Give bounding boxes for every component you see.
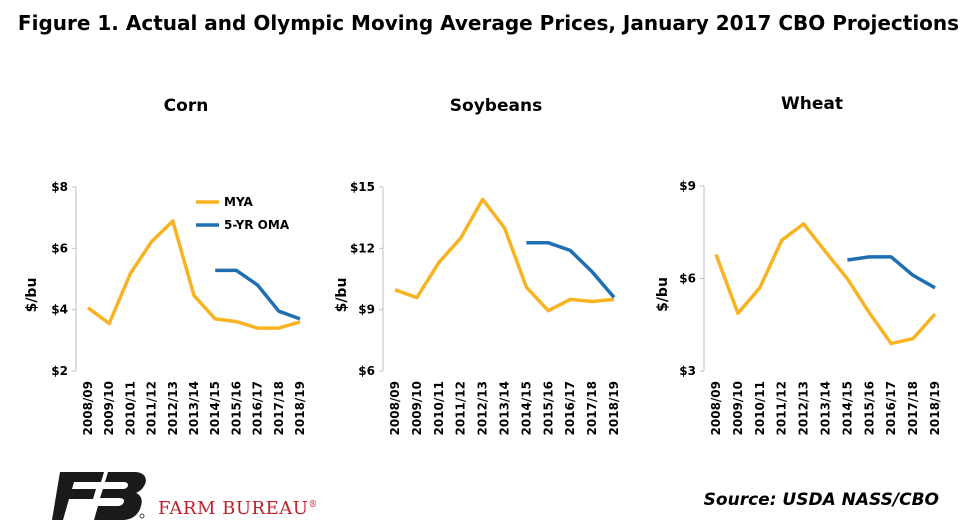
soybeans-chart-title: Soybeans xyxy=(449,96,543,116)
soybeans-x-tick-label: 2016/17 xyxy=(563,381,577,435)
soybeans-x-tick-label: 2015/16 xyxy=(541,381,555,435)
corn-x-tick-label: 2008/09 xyxy=(81,381,95,435)
source-note: Source: USDA NASS/CBO xyxy=(703,490,939,510)
corn-y-tick-label: $2 xyxy=(51,364,68,378)
wheat-chart-title: Wheat xyxy=(781,94,843,114)
wheat-y-tick-label: $3 xyxy=(679,364,696,378)
wheat-mya-line xyxy=(714,222,937,346)
legend-mya-label: MYA xyxy=(224,195,253,209)
wheat-oma-line xyxy=(847,255,936,290)
soybeans-x-tick-label: 2018/19 xyxy=(607,381,621,435)
soybeans-y-tick-label: $12 xyxy=(350,241,375,255)
soybeans-mya-line xyxy=(394,197,615,313)
wheat-x-tick-label: 2016/17 xyxy=(884,381,898,435)
corn-oma-line xyxy=(215,268,301,321)
wheat-x-tick-label: 2015/16 xyxy=(862,381,876,435)
corn-y-axis-label: $/bu xyxy=(24,278,40,313)
corn-x-tick-label: 2017/18 xyxy=(272,381,286,435)
wheat-x-tick-label: 2017/18 xyxy=(906,381,920,435)
soybeans-y-tick-label: $6 xyxy=(358,364,375,378)
soybeans-y-tick-label: $15 xyxy=(350,180,375,194)
wheat-x-tick-label: 2012/13 xyxy=(797,381,811,435)
corn-x-tick-label: 2012/13 xyxy=(166,381,180,435)
corn-chart-title: Corn xyxy=(163,96,209,116)
corn-y-tick-label: $8 xyxy=(51,180,68,194)
wheat-x-tick-label: 2018/19 xyxy=(928,381,942,435)
wheat-y-axis-label: $/bu xyxy=(655,277,671,312)
wheat-x-tick-label: 2013/14 xyxy=(819,381,833,435)
soybeans-y-axis-label: $/bu xyxy=(334,278,350,313)
farm-bureau-logo-icon xyxy=(52,470,147,522)
wheat-y-tick-label: $9 xyxy=(679,179,696,193)
corn-x-tick-label: 2013/14 xyxy=(187,381,201,435)
soybeans-x-tick-label: 2008/09 xyxy=(388,381,402,435)
wheat-x-tick-label: 2011/12 xyxy=(775,381,789,435)
soybeans-x-tick-label: 2011/12 xyxy=(454,381,468,435)
registered-mark: ® xyxy=(308,500,318,510)
soybeans-y-tick-label: $9 xyxy=(358,303,375,317)
corn-x-tick-label: 2010/11 xyxy=(123,381,137,435)
corn-x-tick-label: 2016/17 xyxy=(251,381,265,435)
soybeans-x-tick-label: 2009/10 xyxy=(410,381,424,435)
corn-y-tick-label: $6 xyxy=(51,241,68,255)
wheat-y-tick-label: $6 xyxy=(679,272,696,286)
wheat-x-tick-label: 2014/15 xyxy=(840,381,854,435)
wheat-x-tick-label: 2010/11 xyxy=(753,381,767,435)
soybeans-x-tick-label: 2017/18 xyxy=(585,381,599,435)
corn-x-tick-label: 2015/16 xyxy=(229,381,243,435)
soybeans-x-tick-label: 2010/11 xyxy=(432,381,446,435)
corn-x-tick-label: 2011/12 xyxy=(145,381,159,435)
figure-title: Figure 1. Actual and Olympic Moving Aver… xyxy=(17,11,960,35)
soybeans-x-tick-label: 2012/13 xyxy=(476,381,490,435)
legend-oma-label: 5-YR OMA xyxy=(224,218,290,232)
farm-bureau-wordmark: FARM BUREAU® xyxy=(158,498,318,519)
soybeans-x-tick-label: 2014/15 xyxy=(519,381,533,435)
soybeans-oma-line xyxy=(526,241,616,299)
wheat-x-tick-label: 2009/10 xyxy=(731,381,745,435)
corn-x-tick-label: 2009/10 xyxy=(102,381,116,435)
brand-name: FARM BUREAU xyxy=(158,498,309,519)
corn-mya-line xyxy=(86,219,301,330)
wheat-x-tick-label: 2008/09 xyxy=(709,381,723,435)
corn-y-tick-label: $4 xyxy=(51,303,68,317)
corn-x-tick-label: 2018/19 xyxy=(293,381,307,435)
soybeans-x-tick-label: 2013/14 xyxy=(498,381,512,435)
corn-x-tick-label: 2014/15 xyxy=(208,381,222,435)
